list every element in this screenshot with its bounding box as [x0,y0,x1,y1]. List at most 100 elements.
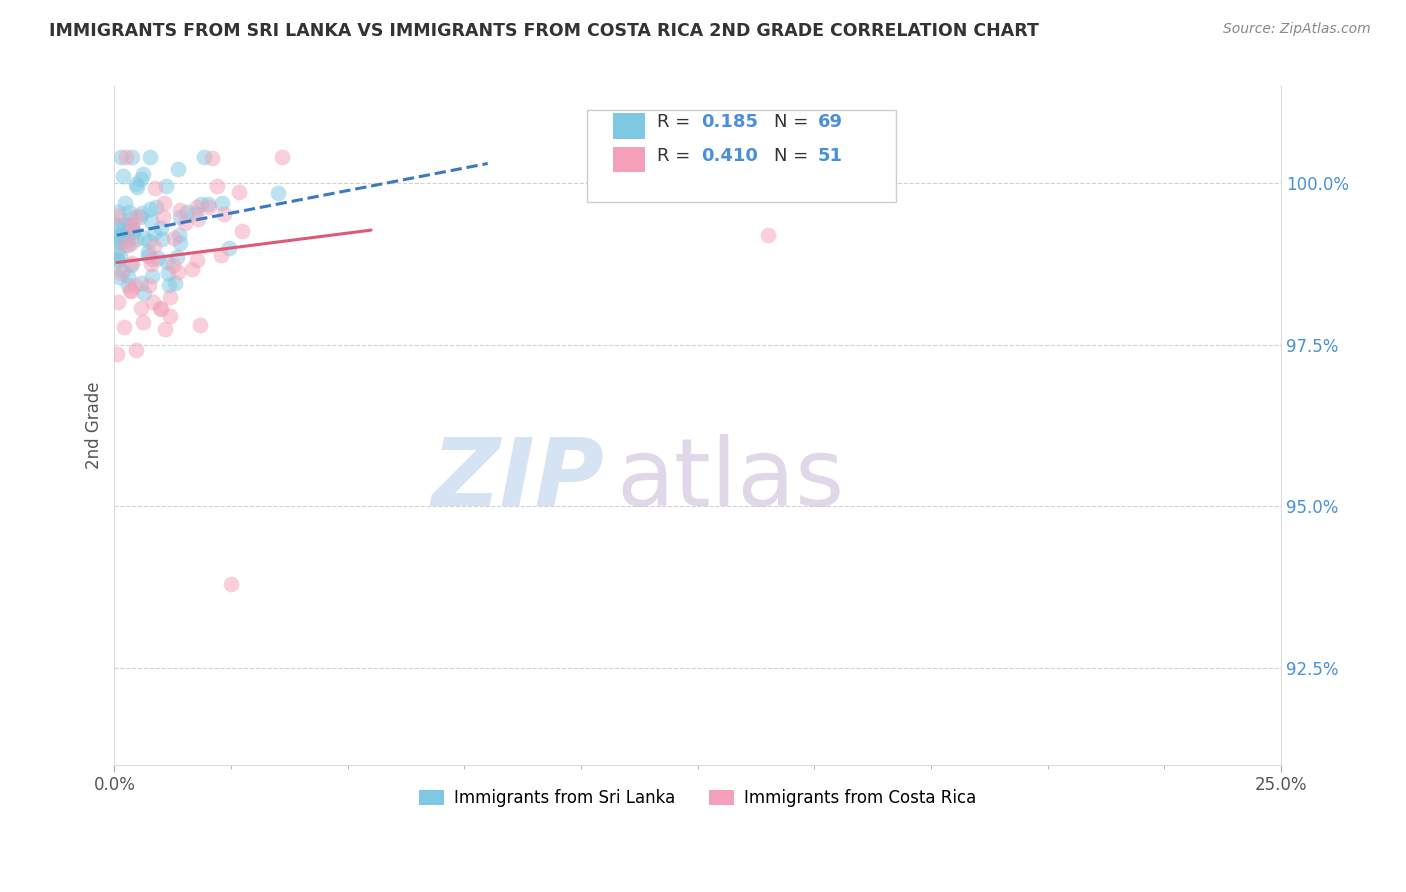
Point [107,295,129,310]
Text: IMMIGRANTS FROM SRI LANKA VS IMMIGRANTS FROM COSTA RICA 2ND GRADE CORRELATION CH: IMMIGRANTS FROM SRI LANKA VS IMMIGRANTS … [49,22,1039,40]
Point [114,195,136,210]
Point [197,196,219,211]
Point [139,202,162,216]
Text: R =: R = [657,112,696,130]
Point [121,217,143,231]
Point [141,252,163,266]
Point [209,248,232,262]
Point [159,290,181,304]
Point [129,301,152,315]
Point [163,230,186,244]
Point [198,201,221,215]
Point [107,204,129,219]
Point [228,185,250,199]
Point [149,301,172,316]
Point [143,239,166,253]
Point [112,320,135,334]
Point [166,250,188,264]
Text: 51: 51 [818,146,842,164]
Text: 0.410: 0.410 [702,146,758,164]
Point [121,256,143,270]
Point [167,265,190,279]
Point [108,249,131,263]
Point [181,262,204,277]
Point [118,204,141,219]
Point [110,150,132,164]
Point [120,258,142,272]
Point [105,347,128,361]
Point [131,315,153,329]
Point [186,252,208,267]
Text: R =: R = [657,146,696,164]
Point [141,268,163,283]
Point [139,256,162,270]
Point [118,218,141,232]
Point [167,162,190,177]
Point [756,227,779,242]
Point [141,213,163,227]
Point [190,197,212,211]
Point [112,218,135,232]
Point [108,270,131,285]
Point [169,210,191,224]
Point [146,251,169,265]
Point [211,196,233,211]
Point [150,232,173,246]
Point [105,209,128,223]
Point [107,219,129,233]
Point [267,186,290,201]
Point [193,150,215,164]
Point [117,269,139,284]
Point [219,576,242,591]
Point [176,205,198,219]
Point [124,232,146,246]
Point [105,252,128,267]
FancyBboxPatch shape [613,112,645,138]
Point [125,343,148,357]
Point [159,277,181,292]
Point [184,206,207,220]
Point [149,301,172,316]
Point [165,276,187,290]
Point [156,255,179,269]
Point [114,238,136,252]
Point [129,276,152,290]
Point [155,321,177,335]
Point [121,150,143,164]
Y-axis label: 2nd Grade: 2nd Grade [86,382,103,469]
FancyBboxPatch shape [613,146,645,172]
Point [188,318,211,332]
Point [117,233,139,247]
Point [107,254,129,268]
Point [117,277,139,292]
Point [125,209,148,223]
Point [129,171,152,186]
Text: N =: N = [773,146,814,164]
FancyBboxPatch shape [586,110,896,202]
Point [105,219,128,233]
Point [169,236,191,251]
Point [131,206,153,220]
Text: N =: N = [773,112,814,130]
Legend: Immigrants from Sri Lanka, Immigrants from Costa Rica: Immigrants from Sri Lanka, Immigrants fr… [412,782,983,814]
Point [187,212,209,227]
Point [186,200,208,214]
Point [107,229,129,244]
Point [121,225,143,239]
Point [136,244,159,259]
Point [125,177,148,191]
Point [121,219,143,234]
Point [205,178,228,193]
Point [271,150,294,164]
Point [132,167,155,181]
Point [132,285,155,300]
Text: ZIP: ZIP [432,434,605,525]
Point [138,249,160,263]
Point [138,234,160,248]
Point [152,210,174,224]
Point [105,244,128,259]
Point [159,309,181,323]
Point [124,278,146,293]
Point [143,181,166,195]
Text: 69: 69 [818,112,842,130]
